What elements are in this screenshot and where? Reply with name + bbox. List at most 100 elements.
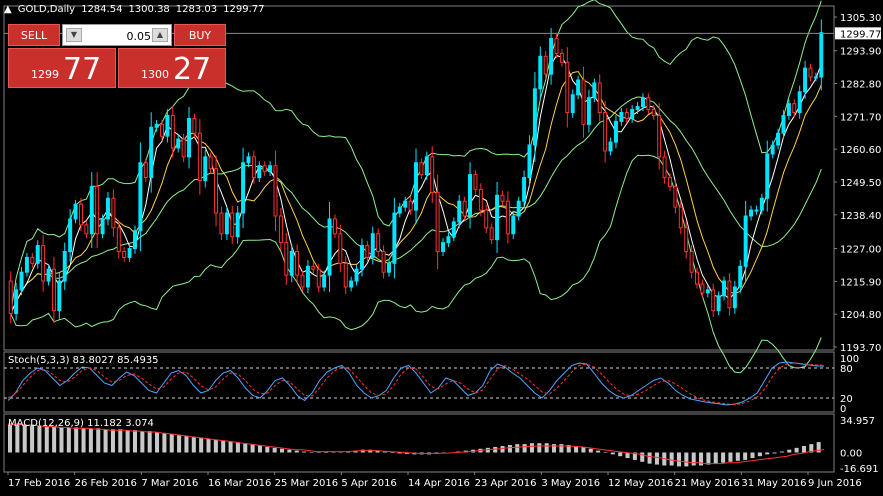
date-tick-label: 16 Mar 2016 [208, 478, 271, 489]
candle-body [592, 82, 597, 99]
candle-body [262, 165, 267, 173]
buy-quote[interactable]: 1300 27 [118, 48, 226, 88]
candle-body [224, 212, 229, 235]
sell-button[interactable]: SELL [8, 24, 60, 46]
price-tick-label: 1193.70 [840, 343, 881, 354]
macd-histogram-bar [88, 428, 93, 453]
candle-body [430, 156, 435, 193]
candle-body [651, 109, 656, 116]
macd-histogram-bar [199, 437, 204, 453]
candle-body [754, 209, 759, 212]
price-tick-label: 1260.60 [840, 145, 881, 156]
candle-body [95, 185, 100, 235]
ohlc-low: 1283.03 [175, 4, 218, 15]
candle-body [586, 97, 591, 125]
candle-body [295, 250, 300, 276]
lot-size-input[interactable] [85, 26, 153, 46]
candle-body [332, 218, 337, 235]
macd-histogram-bar [316, 452, 321, 453]
macd-histogram-bar [713, 452, 718, 464]
candle-body [786, 103, 791, 116]
macd-histogram-bar [779, 451, 784, 453]
macd-histogram-bar [691, 452, 696, 466]
macd-histogram-bar [257, 445, 262, 453]
macd-histogram-bar [522, 444, 527, 453]
candle-body [19, 271, 24, 291]
buy-button[interactable]: BUY [174, 24, 226, 46]
macd-histogram-bar [676, 452, 682, 467]
candle-body [241, 162, 246, 214]
candle-body [792, 103, 797, 114]
date-tick-label: 14 Apr 2016 [408, 478, 470, 489]
candle-body [78, 203, 83, 226]
candle-body [160, 123, 164, 137]
price-tick-label: 1282.80 [840, 80, 881, 91]
candle-body [624, 112, 629, 119]
macd-histogram-bar [22, 424, 27, 453]
macd-tick-label: 0.00 [840, 448, 862, 459]
macd-histogram-bar [74, 427, 79, 453]
date-tick-label: 3 May 2016 [541, 478, 600, 489]
ohlc-close: 1299.77 [223, 4, 265, 15]
candle-body [797, 91, 802, 114]
macd-histogram-bar [801, 445, 806, 453]
macd-histogram-bar [574, 445, 579, 453]
candle-body [765, 153, 770, 199]
macd-histogram-bar [721, 452, 726, 463]
candle-body [170, 114, 175, 149]
macd-histogram-bar [81, 428, 86, 453]
date-tick-label: 31 May 2016 [741, 478, 806, 489]
stoch-label: Stoch(5,3,3) 83.8027 85.4935 [8, 355, 159, 366]
candle-body [689, 250, 694, 273]
macd-histogram-bar [221, 440, 226, 453]
macd-histogram-bar [302, 451, 307, 453]
candle-body [316, 268, 321, 288]
macd-histogram-bar [566, 445, 571, 453]
candle-body [451, 221, 456, 238]
date-tick-label: 21 May 2016 [675, 478, 740, 489]
macd-histogram-bar [787, 449, 792, 453]
macd-histogram-bar [728, 452, 733, 462]
macd-histogram-bar [507, 445, 512, 453]
price-tick-label: 1305.30 [840, 13, 881, 24]
candle-body [133, 230, 137, 250]
candle-body [635, 106, 640, 111]
macd-histogram-bar [324, 452, 329, 453]
macd-histogram-bar [610, 452, 615, 455]
lot-increase-icon[interactable]: ▲ [152, 28, 168, 42]
candle-body [484, 209, 489, 229]
macd-histogram-bar [8, 423, 13, 453]
candle-body [543, 55, 548, 75]
candle-body [732, 286, 737, 309]
candle-body [516, 200, 521, 217]
candle-body [549, 38, 554, 75]
candle-body [397, 206, 402, 214]
candle-body [446, 236, 451, 244]
macd-histogram-bar [404, 452, 410, 454]
candle-body [187, 117, 192, 158]
candle-body [738, 265, 743, 288]
candle-body [495, 194, 500, 241]
date-tick-label: 12 May 2016 [608, 478, 673, 489]
macd-histogram-bar [235, 442, 240, 453]
candle-body [14, 289, 19, 315]
candle-body [138, 162, 143, 232]
lot-decrease-icon[interactable]: ▼ [66, 28, 82, 42]
candle-body [203, 156, 208, 182]
one-click-trading-panel: SELL ▼ ▲ BUY 1299 77 1300 27 [8, 24, 226, 88]
macd-histogram-bar [155, 432, 160, 453]
macd-histogram-bar [162, 432, 167, 453]
macd-histogram-bar [125, 430, 130, 453]
macd-histogram-bar [706, 452, 711, 465]
candle-body [257, 165, 262, 179]
collapse-icon[interactable]: ▲ [4, 4, 12, 15]
macd-histogram-bar [581, 446, 586, 453]
macd-histogram-bar [397, 452, 402, 454]
sell-quote[interactable]: 1299 77 [8, 48, 116, 88]
candle-body [68, 218, 73, 252]
candle-body [468, 174, 473, 217]
sell-price-prefix: 1299 [31, 68, 59, 81]
symbol-title: GOLD,Daily [17, 4, 76, 15]
candle-body [84, 224, 89, 235]
